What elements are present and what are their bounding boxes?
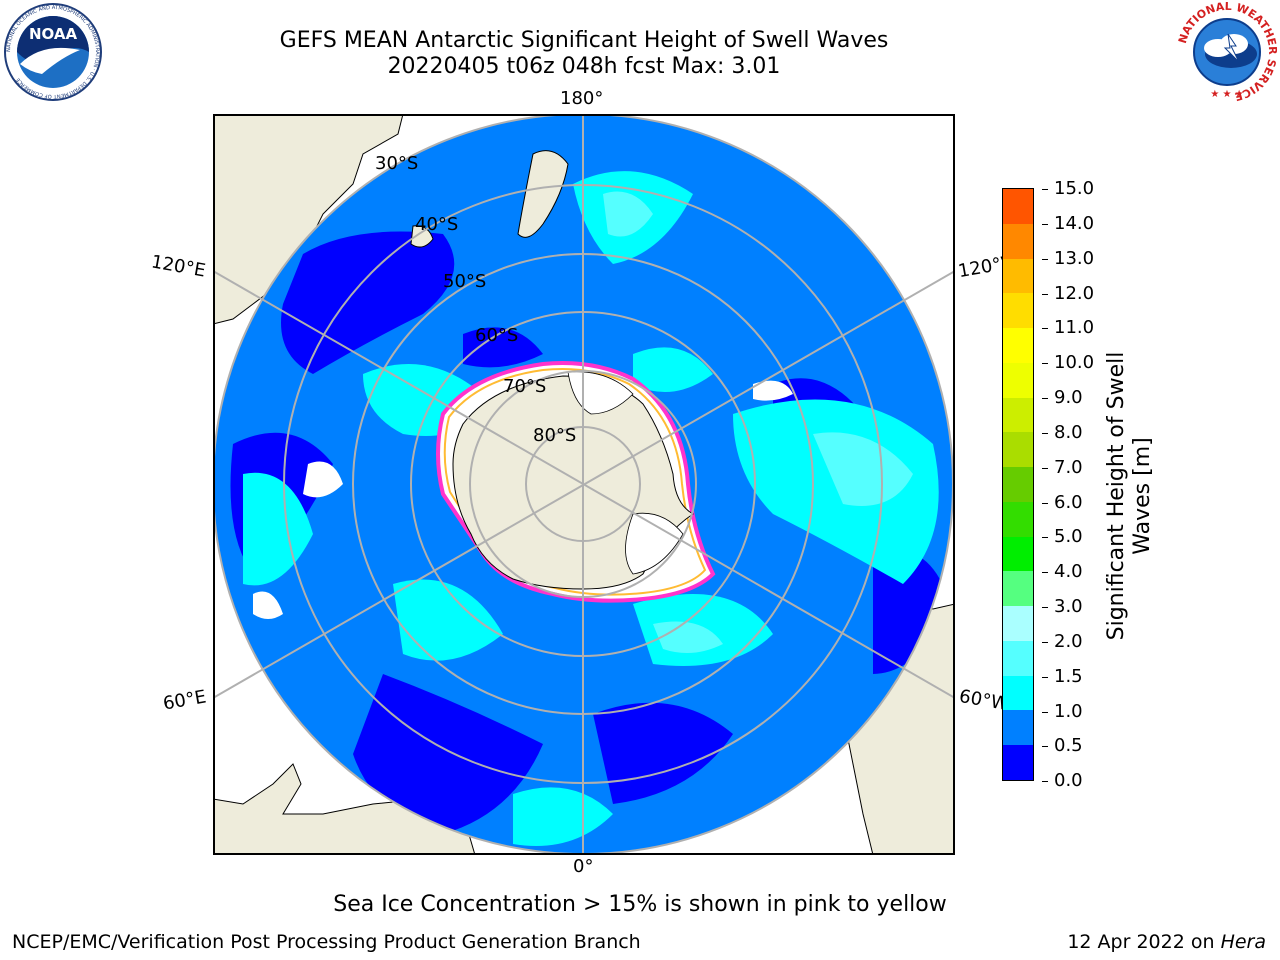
cbar-tick: 14.0 [1042,213,1094,234]
colorbar-swatch [1003,362,1033,398]
colorbar-swatch [1003,606,1033,641]
lat-label-30s: 30°S [375,153,418,174]
footer-host: Hera [1220,931,1266,953]
colorbar-swatch [1003,432,1033,468]
land-tasmania [410,225,434,248]
ocean-field-gap [253,380,793,619]
cbar-tick: 15.0 [1042,178,1094,199]
chart-subtitle: 20220405 t06z 048h fcst Max: 3.01 [387,54,781,79]
ice-shelf-ross [567,371,634,415]
colorbar-swatch [1003,675,1033,711]
colorbar-label-line1: Significant Height of Swell [1104,351,1129,641]
cbar-tick: 0.5 [1042,735,1083,756]
land-new-zealand [517,150,569,238]
colorbar-label: Significant Height of Swell Waves [m] [980,352,1280,641]
colorbar-swatch [1003,223,1033,259]
colorbar-swatch [1003,536,1033,572]
cbar-tick: 0.0 [1042,770,1083,791]
cbar-tick: 9.0 [1042,387,1083,408]
footer-date-text: 12 Apr 2022 on [1067,931,1221,953]
cbar-tick: 12.0 [1042,283,1094,304]
noaa-logo-text: NOAA [29,25,78,43]
meridian-60e-120w [213,270,955,699]
lon-label-180: 180° [560,88,604,109]
colorbar-swatch [1003,501,1033,537]
cbar-tick: 4.0 [1042,561,1083,582]
colorbar-swatch [1003,258,1033,294]
colorbar-swatch [1003,640,1033,676]
colorbar-swatch [1003,328,1033,363]
ocean-field-1.5-2.0 [603,191,913,653]
colorbar [1002,188,1034,781]
cbar-tick: 10.0 [1042,352,1094,373]
noaa-logo: NOAA NATIONAL OCEANIC AND ATMOSPHERIC AD… [4,3,102,101]
colorbar-swatch [1003,397,1033,433]
lat-label-80s: 80°S [533,425,576,446]
lat-label-70s: 70°S [503,376,546,397]
cbar-tick: 11.0 [1042,317,1094,338]
colorbar-swatch [1003,571,1033,607]
colorbar-ticks: 15.0 14.0 13.0 12.0 11.0 10.0 9.0 8.0 7.… [1034,178,1104,791]
cbar-tick: 7.0 [1042,457,1083,478]
cbar-tick: 5.0 [1042,526,1083,547]
lat-label-60s: 60°S [475,325,518,346]
map-panel: 30°S 40°S 50°S 60°S 70°S 80°S [213,114,955,855]
ice-shelf-weddell [625,512,684,575]
lon-label-0: 0° [573,856,594,877]
colorbar-swatch [1003,467,1033,502]
footer-credit: NCEP/EMC/Verification Post Processing Pr… [12,931,641,953]
cbar-tick: 3.0 [1042,596,1083,617]
colorbar-swatch [1003,188,1033,224]
lat-label-40s: 40°S [415,214,458,235]
cbar-tick: 2.0 [1042,631,1083,652]
lon-label-60e: 60°E [161,686,208,715]
lat-label-50s: 50°S [443,271,486,292]
lon-label-120e: 120°E [149,251,208,282]
cbar-tick: 1.5 [1042,666,1083,687]
cbar-tick: 8.0 [1042,422,1083,443]
footer-date: 12 Apr 2022 on Hera [1067,931,1266,953]
cbar-tick: 1.0 [1042,701,1083,722]
colorbar-swatch [1003,293,1033,329]
cbar-tick: 13.0 [1042,248,1094,269]
nws-logo: NATIONAL WEATHER SERVICE ★ ★ ★ [1176,2,1278,102]
colorbar-label-line2: Waves [m] [1130,437,1155,555]
chart-title: GEFS MEAN Antarctic Significant Height o… [279,28,889,53]
colorbar-swatch [1003,710,1033,746]
map-frame [213,114,955,855]
sea-ice-note: Sea Ice Concentration > 15% is shown in … [333,892,947,917]
svg-text:★ ★ ★: ★ ★ ★ [1210,89,1243,100]
colorbar-swatch [1003,745,1033,780]
cbar-tick: 6.0 [1042,492,1083,513]
